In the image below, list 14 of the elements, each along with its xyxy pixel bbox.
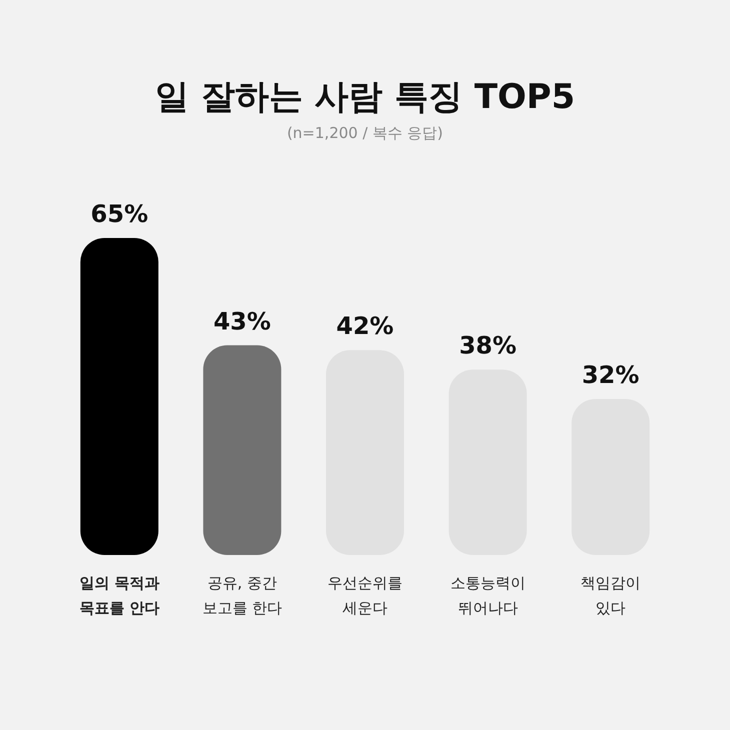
data-label: 32%: [582, 360, 640, 389]
x-tick-label: 공유, 중간 보고를 한다: [202, 574, 282, 617]
data-label: 38%: [459, 332, 517, 360]
x-tick-label: 일의 목적과 목표를 안다: [79, 574, 160, 617]
data-label: 65%: [90, 200, 148, 228]
x-tick-label: 우선순위를 세운다: [328, 574, 402, 617]
bar: [203, 345, 282, 555]
bar: [80, 238, 158, 555]
data-label: 42%: [336, 312, 394, 340]
data-label: 43%: [213, 307, 271, 336]
chart-subtitle: (n=1,200 / 복수 응답): [286, 124, 444, 142]
x-tick-label: 책임감이 있다: [580, 574, 641, 617]
chart-title: 일 잘하는 사람 특징 TOP5: [154, 77, 576, 117]
x-tick-label: 소통능력이 뛰어나다: [450, 574, 526, 617]
